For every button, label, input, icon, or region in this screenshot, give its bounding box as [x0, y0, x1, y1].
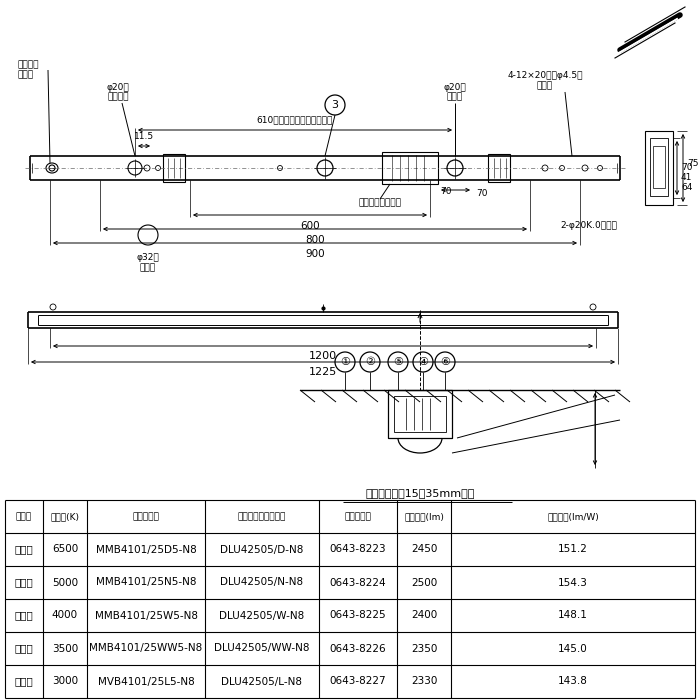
Text: 154.3: 154.3: [558, 578, 588, 587]
Text: 消費効率(lm/W): 消費効率(lm/W): [547, 512, 599, 521]
Text: ⑤: ⑤: [393, 357, 403, 367]
Text: 組合せ品名: 組合せ品名: [132, 512, 160, 521]
Text: MVB4101/25L5-N8: MVB4101/25L5-N8: [97, 676, 195, 687]
Text: 3500: 3500: [52, 643, 78, 654]
Text: 2500: 2500: [411, 578, 437, 587]
Text: 70: 70: [476, 188, 487, 197]
Text: 2400: 2400: [411, 610, 437, 620]
Text: 電球色: 電球色: [15, 676, 34, 687]
Text: 70: 70: [681, 164, 692, 172]
Bar: [394, 396, 446, 432]
Text: φ20穴: φ20穴: [444, 83, 466, 92]
Text: 41: 41: [681, 174, 692, 183]
Text: 0643-8226: 0643-8226: [330, 643, 386, 654]
Text: ライトユニット品名: ライトユニット品名: [238, 512, 286, 521]
Text: 2330: 2330: [411, 676, 438, 687]
Text: 電源用: 電源用: [140, 263, 156, 272]
Text: 色温度(K): 色温度(K): [50, 512, 80, 521]
Text: 2450: 2450: [411, 545, 438, 554]
Text: φ20穴: φ20穴: [106, 83, 130, 92]
Text: ダルマ穴: ダルマ穴: [18, 60, 39, 69]
Text: 温白色: 温白色: [15, 643, 34, 654]
Text: 4000: 4000: [52, 610, 78, 620]
Text: 定格光束(lm): 定格光束(lm): [404, 512, 444, 521]
Bar: [645, 131, 673, 205]
Text: DLU42505/WW-N8: DLU42505/WW-N8: [214, 643, 309, 654]
Text: φ32穴: φ32穴: [136, 253, 160, 262]
Text: 1225: 1225: [309, 367, 337, 377]
Text: 0643-8224: 0643-8224: [330, 578, 386, 587]
Text: 11.5: 11.5: [134, 132, 154, 141]
Text: 151.2: 151.2: [558, 545, 588, 554]
Text: 0643-8225: 0643-8225: [330, 610, 386, 620]
Text: 商品コード: 商品コード: [344, 512, 372, 521]
Bar: [388, 390, 452, 438]
Text: 5000: 5000: [52, 578, 78, 587]
Text: 145.0: 145.0: [558, 643, 588, 654]
Text: DLU42505/N-N8: DLU42505/N-N8: [220, 578, 304, 587]
Text: 0643-8227: 0643-8227: [330, 676, 386, 687]
Text: 6500: 6500: [52, 545, 78, 554]
Bar: [382, 152, 438, 184]
Text: 4-12×20穴　φ4.5穴: 4-12×20穴 φ4.5穴: [508, 71, 582, 80]
Text: 148.1: 148.1: [558, 610, 588, 620]
Bar: [653, 146, 665, 188]
Text: 3000: 3000: [52, 676, 78, 687]
Text: MMB4101/25W5-N8: MMB4101/25W5-N8: [94, 610, 197, 620]
Bar: [488, 154, 510, 182]
Text: 昼光色: 昼光色: [15, 545, 34, 554]
Text: 電源用: 電源用: [447, 92, 463, 101]
Text: 光源色: 光源色: [16, 512, 32, 521]
Text: 2350: 2350: [411, 643, 438, 654]
Text: 電源プラグ取付穴: 電源プラグ取付穴: [358, 198, 402, 207]
Text: DLU42505/L-N8: DLU42505/L-N8: [221, 676, 302, 687]
Text: MMB4101/25D5-N8: MMB4101/25D5-N8: [96, 545, 197, 554]
Text: 143.8: 143.8: [558, 676, 588, 687]
Text: 取付用: 取付用: [537, 81, 553, 90]
Text: 白　色: 白 色: [15, 610, 34, 620]
Text: 610（吊下チェーン取付穴）: 610（吊下チェーン取付穴）: [257, 115, 333, 124]
Text: ①: ①: [340, 357, 350, 367]
Text: 1200: 1200: [309, 351, 337, 361]
Text: ボルト出代：15～35mm以下: ボルト出代：15～35mm以下: [365, 488, 475, 498]
Text: 取付用: 取付用: [18, 71, 34, 80]
Text: 800: 800: [305, 235, 325, 245]
Text: 900: 900: [305, 249, 325, 259]
Bar: [650, 138, 668, 196]
Text: MMB4101/25WW5-N8: MMB4101/25WW5-N8: [90, 643, 202, 654]
Text: 600: 600: [300, 221, 320, 231]
Text: ⑥: ⑥: [440, 357, 450, 367]
Text: 信号線用: 信号線用: [107, 92, 129, 101]
Text: 2-φ20K.0電源用: 2-φ20K.0電源用: [560, 220, 617, 230]
Text: MMB4101/25N5-N8: MMB4101/25N5-N8: [96, 578, 196, 587]
Text: DLU42505/W-N8: DLU42505/W-N8: [219, 610, 304, 620]
Bar: [163, 154, 185, 182]
Text: DLU42505/D-N8: DLU42505/D-N8: [220, 545, 304, 554]
Text: 3: 3: [332, 100, 339, 110]
Text: 75: 75: [687, 158, 699, 167]
Text: ②: ②: [365, 357, 375, 367]
Text: 昼白色: 昼白色: [15, 578, 34, 587]
Text: 0643-8223: 0643-8223: [330, 545, 386, 554]
Text: 70: 70: [440, 186, 452, 195]
Text: ④: ④: [418, 357, 428, 367]
Text: 64: 64: [681, 183, 692, 192]
